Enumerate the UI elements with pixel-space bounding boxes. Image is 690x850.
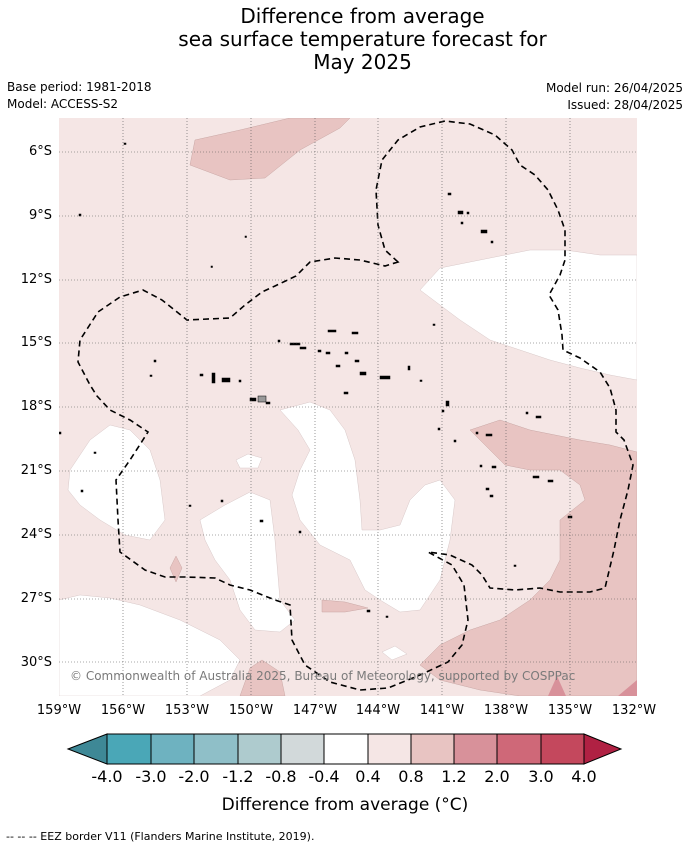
lon-label: 141°W — [419, 703, 465, 718]
lon-label: 150°W — [228, 703, 274, 718]
colorbar-tick: 2.0 — [484, 767, 510, 786]
colorbar-tick: 3.0 — [528, 767, 554, 786]
colorbar-tick: -2.0 — [178, 767, 210, 786]
lat-label: 18°S — [20, 399, 52, 414]
model-name: Model: ACCESS-S2 — [7, 97, 119, 111]
model-run: Model run: 26/04/2025 — [545, 81, 683, 95]
colorbar-tick: 4.0 — [571, 767, 597, 786]
colorbar-tick: -0.4 — [308, 767, 340, 786]
anomaly-region-1.2-2.0 — [548, 676, 566, 696]
anomaly-region-0.8-1.2-patch — [239, 659, 286, 696]
neutral-region-small — [235, 453, 263, 469]
lon-label: 144°W — [355, 703, 401, 718]
neutral-region-central — [199, 491, 296, 633]
colorbar-extend-high — [583, 733, 623, 765]
map-title-line-1: Difference from average — [240, 4, 485, 28]
lat-label: 27°S — [20, 591, 52, 606]
neutral-region-northeast — [419, 249, 637, 381]
colorbar-extend-low — [66, 733, 108, 765]
colorbar-tick: 0.4 — [355, 767, 381, 786]
base-period: Base period: 1981-2018 — [7, 80, 152, 94]
anomaly-region-0.8-1.2-patch — [321, 599, 369, 613]
lon-label: 132°W — [611, 703, 657, 718]
colorbar-tick: -0.8 — [265, 767, 297, 786]
lat-label: 6°S — [28, 144, 52, 159]
map-title-line-3: May 2025 — [313, 50, 412, 74]
lat-label: 12°S — [20, 272, 52, 287]
lat-label: 21°S — [20, 463, 52, 478]
lat-label: 9°S — [28, 208, 52, 223]
anomaly-region-1.2-2.0 — [618, 680, 637, 696]
lon-label: 147°W — [292, 703, 338, 718]
copyright-notice: © Commonwealth of Australia 2025, Bureau… — [70, 669, 576, 683]
eez-legend-footer: -- -- -- EEZ border V11 (Flanders Marine… — [6, 830, 315, 843]
colorbar-tick: -1.2 — [222, 767, 254, 786]
issued-date: Issued: 28/04/2025 — [567, 98, 683, 112]
colorbar-tick: 0.8 — [398, 767, 424, 786]
lon-label: 138°W — [483, 703, 529, 718]
gridlines — [59, 118, 637, 696]
eez-border — [77, 120, 634, 691]
anomaly-region-0.8-1.2-north — [189, 118, 351, 181]
neutral-region-small — [381, 645, 408, 661]
lon-label: 159°W — [36, 703, 82, 718]
colorbar-tick: -3.0 — [135, 767, 167, 786]
colorbar-tick: 1.2 — [441, 767, 467, 786]
neutral-region-central — [279, 401, 456, 613]
anomaly-region-0.8-1.2-east — [419, 419, 637, 696]
lon-label: 156°W — [100, 703, 146, 718]
lon-label: 135°W — [547, 703, 593, 718]
neutral-region-southwest — [59, 594, 241, 696]
lat-label: 24°S — [20, 527, 52, 542]
lat-label: 30°S — [20, 655, 52, 670]
lon-label: 153°W — [164, 703, 210, 718]
lat-label: 15°S — [20, 335, 52, 350]
map-title-line-2: sea surface temperature forecast for — [178, 27, 547, 51]
colorbar — [66, 733, 623, 765]
colorbar-label: Difference from average (°C) — [221, 795, 469, 815]
colorbar-tick: -4.0 — [91, 767, 123, 786]
